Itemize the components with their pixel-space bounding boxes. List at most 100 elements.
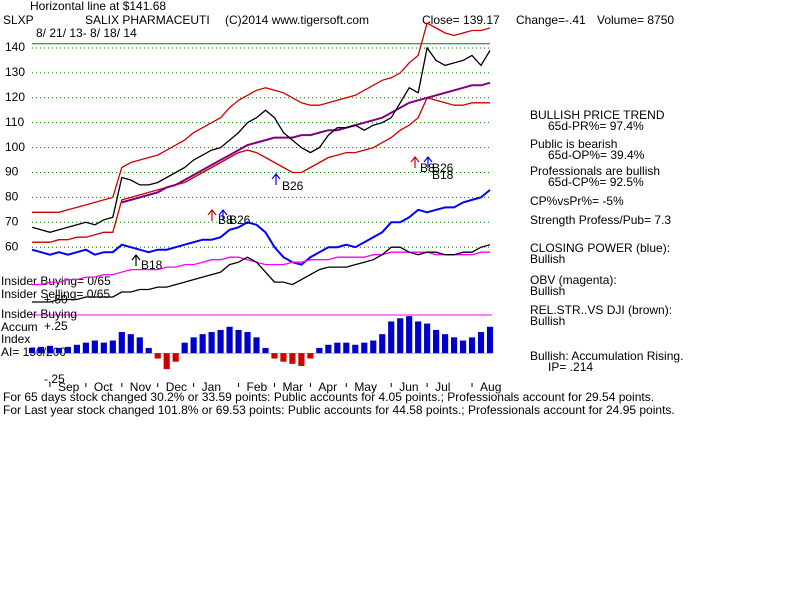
bar (253, 337, 260, 354)
bar (37, 346, 45, 354)
series-line (31, 189, 491, 266)
signal-label: B18 (432, 168, 454, 182)
series-line (31, 46, 491, 233)
bar (190, 337, 197, 354)
y-tick-label: +.25 (44, 319, 68, 333)
bar (244, 332, 251, 354)
bar (406, 316, 413, 354)
company: SALIX PHARMACEUTI (85, 13, 210, 27)
x-tick-label: Aug (480, 380, 501, 394)
bar (298, 353, 305, 366)
signal-label: B26 (229, 213, 251, 227)
bar (199, 334, 206, 354)
bar (334, 342, 341, 354)
bar (217, 329, 224, 354)
bar (172, 353, 179, 362)
change: Change=-.41 (516, 13, 586, 27)
bar (424, 323, 431, 354)
y-tick-label: 60 (5, 239, 19, 253)
bar (352, 344, 359, 354)
bar (163, 353, 170, 370)
bar (262, 347, 269, 354)
bar (28, 347, 36, 354)
x-tick-label: Oct (94, 380, 113, 394)
bar (127, 334, 134, 354)
bar (55, 347, 63, 354)
bar (477, 332, 485, 354)
summary-text: Bullish (530, 252, 565, 266)
footer-text: For 65 days stock changed 30.2% or 33.59… (3, 390, 654, 404)
y-tick-label: 70 (5, 214, 19, 228)
summary-text: Bullish (530, 284, 565, 298)
bar (289, 353, 296, 364)
bar (154, 353, 161, 359)
bar (280, 353, 287, 362)
bar (468, 337, 476, 354)
bar (91, 340, 98, 354)
x-tick-label: Mar (282, 380, 303, 394)
summary-text: IP= .214 (548, 360, 593, 374)
y-tick-label: +.50 (44, 292, 68, 306)
bar (118, 332, 125, 354)
bar (73, 344, 80, 354)
volume: Volume= 8750 (597, 13, 674, 27)
bar (388, 321, 395, 354)
insider-label: Insider Buying= 0/65 (1, 274, 111, 288)
dates: 8/ 21/ 13- 8/ 18/ 14 (36, 26, 137, 40)
bar (64, 346, 72, 354)
summary-text: Bullish (530, 314, 565, 328)
y-tick-label: 140 (5, 40, 25, 54)
bar (82, 342, 89, 354)
symbol: SLXP (3, 13, 34, 27)
summary-text: BULLISH PRICE TREND (530, 108, 665, 122)
bar (370, 340, 377, 354)
bar (325, 344, 332, 354)
summary-text: Public is bearish (530, 137, 617, 151)
footer-text: For Last year stock changed 101.8% or 69… (3, 403, 675, 417)
bar (307, 353, 314, 359)
series-line (32, 244, 491, 303)
y-tick-label: 130 (5, 65, 25, 79)
signal-label: B26 (282, 179, 304, 193)
x-tick-label: Jan (202, 380, 221, 394)
summary-text: Strength Profess/Pub= 7.3 (530, 213, 671, 227)
bar (208, 332, 215, 354)
close: Close= 139.17 (422, 13, 500, 27)
y-tick-label: 90 (5, 165, 19, 179)
arrows (131, 156, 433, 266)
signal-label: B8 (420, 161, 435, 175)
signal-label: B8 (218, 213, 233, 227)
signal-label: B18 (141, 258, 163, 272)
signal-label: B26 (432, 161, 454, 175)
bar (450, 337, 458, 354)
x-tick-label: Jul (435, 380, 450, 394)
series-line (32, 251, 490, 286)
bar (442, 334, 449, 354)
bar (181, 342, 188, 354)
bar (109, 340, 116, 354)
accum-label: Index (1, 332, 30, 346)
series-line (32, 97, 490, 243)
bar (459, 340, 467, 354)
x-tick-label: May (354, 380, 377, 394)
bar (100, 342, 107, 354)
summary-text: REL.STR..VS DJI (brown): (530, 303, 672, 317)
series-line (32, 22, 491, 213)
summary-text: OBV (magenta): (530, 273, 617, 287)
y-tick-label: 100 (5, 140, 25, 154)
x-tick-label: Dec (166, 380, 187, 394)
summary-text: 65d-OP%= 39.4% (548, 148, 645, 162)
x-tick-label: Nov (130, 380, 151, 394)
summary-text: CLOSING POWER (blue): (530, 241, 670, 255)
bar (145, 347, 152, 354)
bar (316, 347, 323, 354)
hline-label: Horizontal line at $141.68 (30, 0, 166, 13)
bar (486, 326, 494, 354)
bar (361, 342, 368, 354)
summary-text: Professionals are bullish (530, 164, 660, 178)
x-tick-label: Feb (247, 380, 268, 394)
x-tick-label: Sep (58, 380, 80, 394)
bar (379, 334, 386, 354)
